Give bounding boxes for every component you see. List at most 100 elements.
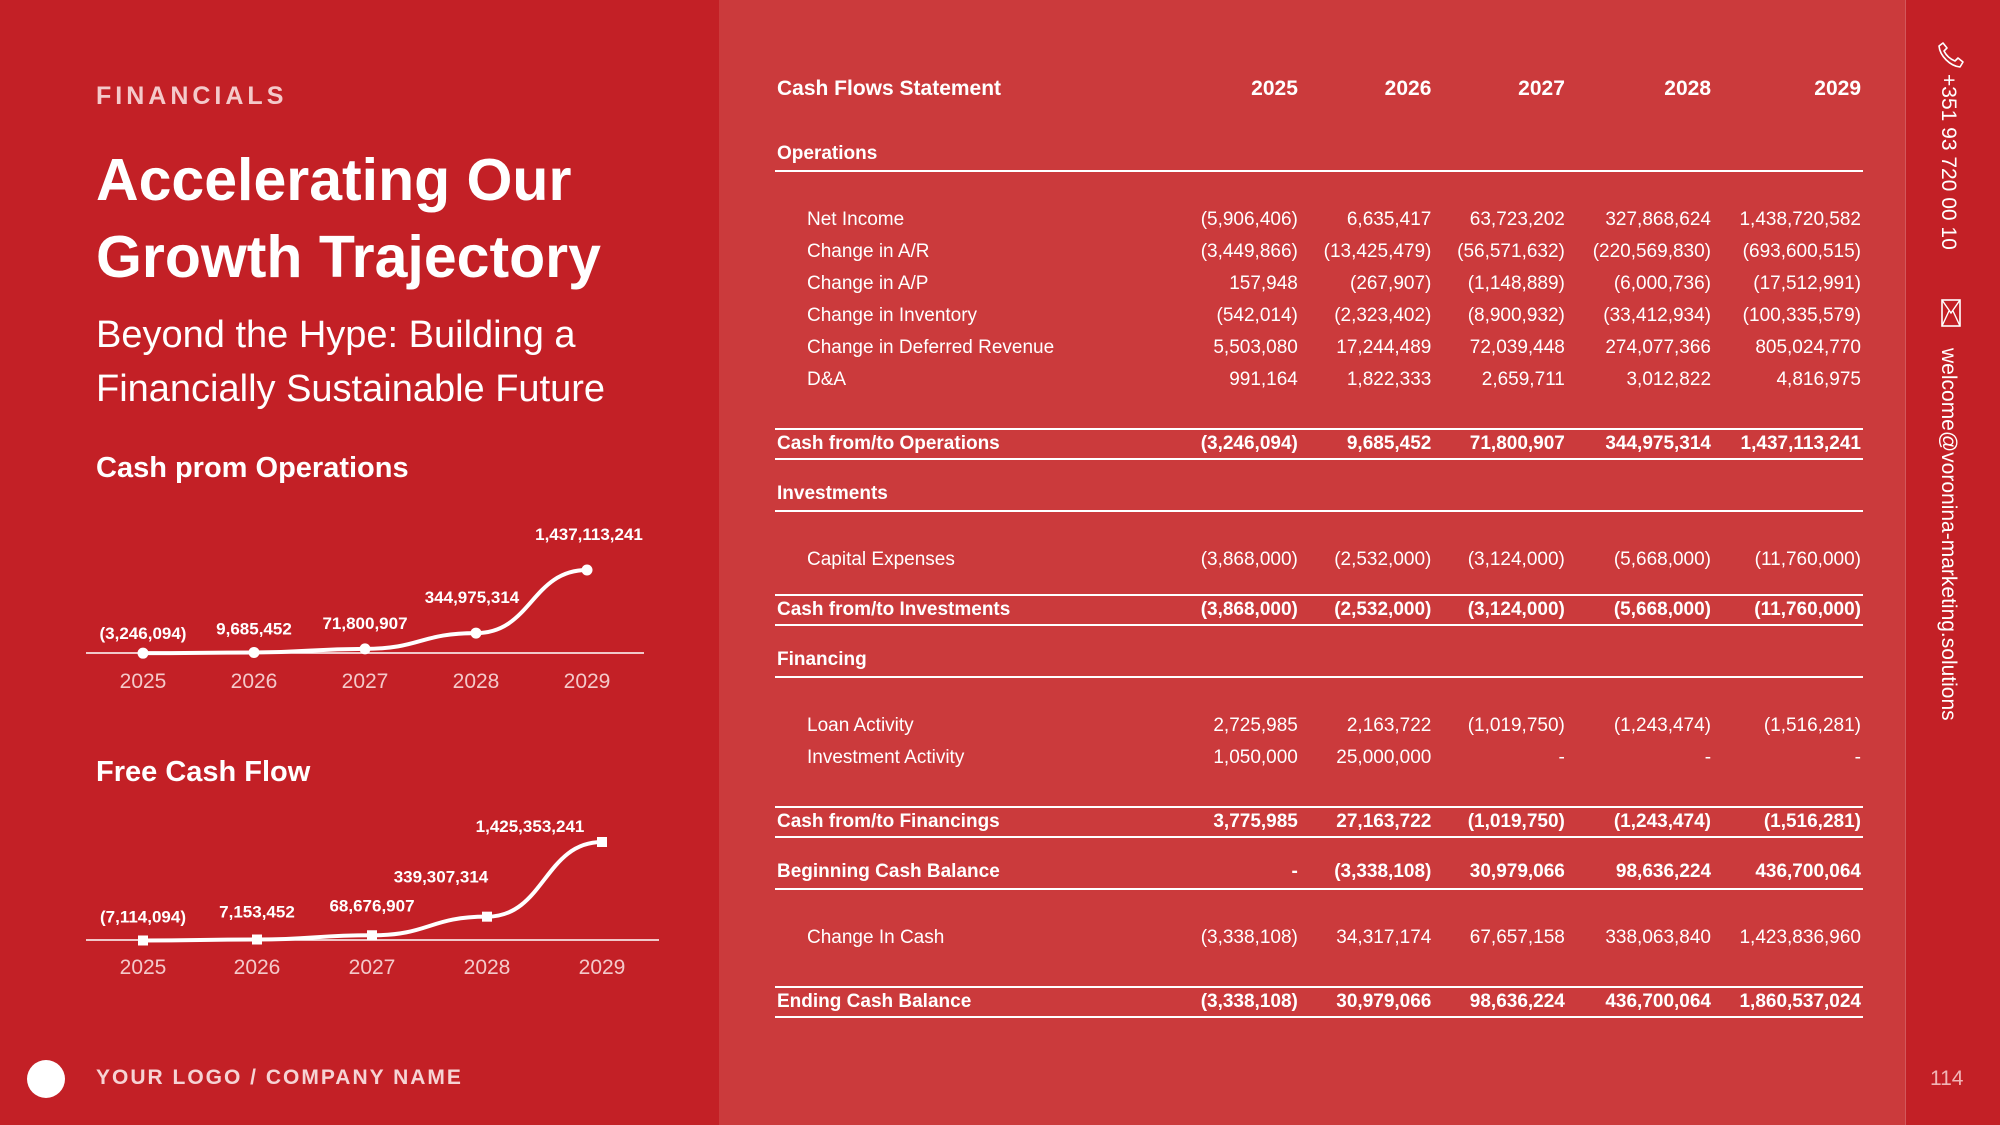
row-value: 27,163,722 [1299, 806, 1434, 838]
data-label: 339,307,314 [394, 868, 489, 887]
row-value: (5,906,406) [1200, 209, 1298, 230]
row-value: (5,668,000) [1566, 594, 1714, 626]
row-value: 344,975,314 [1566, 428, 1714, 460]
chart-title-free-cash-flow: Free Cash Flow [96, 756, 311, 788]
row-value: (1,516,281) [1713, 806, 1863, 838]
section-row: Investments [775, 478, 1863, 512]
row-value: 1,437,113,241 [1713, 428, 1863, 460]
table-row: Change in Deferred Revenue 5,503,080 17,24… [775, 332, 1863, 364]
page-number: 114 [1930, 1067, 1964, 1090]
email-address[interactable]: welcome@voronina-marketing.solutions [1937, 348, 1960, 721]
row-value: (3,868,000) [1200, 549, 1298, 570]
spacer-row [775, 954, 1863, 987]
row-value: 5,503,080 [1213, 337, 1298, 358]
data-label: 1,425,353,241 [476, 817, 585, 836]
year-header: 2026 [1384, 77, 1432, 100]
row-value: (1,019,750) [1467, 715, 1565, 736]
statement-title: Cash Flows Statement [777, 77, 1002, 100]
row-value: (8,900,932) [1467, 305, 1565, 326]
row-value [1433, 644, 1567, 678]
envelope-icon [1941, 299, 1961, 327]
row-value: 1,822,333 [1346, 369, 1432, 390]
data-label: 1,437,113,241 [535, 525, 643, 544]
spacer-cell [775, 459, 1863, 478]
year-header: 2025 [1251, 77, 1298, 100]
year-header: 2028 [1664, 77, 1712, 100]
data-point [597, 837, 607, 847]
total-row: Ending Cash Balance (3,338,108) 30,979,066… [775, 986, 1863, 1018]
row-label: Cash from/to Investments [775, 594, 1179, 626]
spacer-cell [775, 774, 1863, 807]
data-point [470, 627, 482, 639]
row-value: 436,700,064 [1713, 856, 1863, 890]
spacer-cell [775, 396, 1863, 429]
statement-panel [719, 0, 1905, 1125]
table-row: Investment Activity 1,050,000 25,000,000 - -… [775, 742, 1863, 774]
total-row: Cash from/to Operations (3,246,094) 9,685,… [775, 428, 1863, 460]
row-value: 991,164 [1229, 369, 1298, 390]
row-value: - [1854, 747, 1861, 768]
row-value [1299, 138, 1434, 172]
spacer-cell [775, 954, 1863, 987]
table-row: Change in A/P 157,948 (267,907) (1,148,889)… [775, 268, 1863, 300]
spacer-cell [775, 576, 1863, 595]
table-row: Change in A/R (3,449,866) (13,425,479) (56,… [775, 236, 1863, 268]
row-label: Cash from/to Operations [775, 428, 1179, 460]
row-value: 2,659,711 [1481, 369, 1565, 390]
row-value: 805,024,770 [1755, 337, 1861, 358]
row-value: 1,423,836,960 [1739, 927, 1861, 948]
phone-icon [1938, 42, 1964, 68]
spacer-cell [775, 511, 1863, 544]
row-value: (1,019,750) [1433, 806, 1567, 838]
row-value [1713, 478, 1863, 512]
row-label: Operations [775, 138, 1179, 172]
row-label: Financing [775, 644, 1179, 678]
row-value: 67,657,158 [1469, 927, 1565, 948]
row-label: Change in A/P [807, 273, 929, 294]
phone-number[interactable]: +351 93 720 00 10 [1937, 74, 1960, 250]
cash-flows-statement-table: Cash Flows Statement 2025 2026 2027 2028 2029… [775, 72, 1863, 1018]
chart-title-operations: Cash prom Operations [96, 452, 409, 484]
data-point [137, 647, 149, 659]
row-value [1566, 138, 1714, 172]
row-label: Loan Activity [807, 715, 914, 736]
row-value: (2,532,000) [1334, 549, 1432, 570]
table-row: D&A 991,164 1,822,333 2,659,711 3,012,822 4,8… [775, 364, 1863, 396]
company-logo-text: YOUR LOGO / COMPANY NAME [96, 1066, 463, 1089]
contact-sidebar [1905, 0, 2000, 1125]
total-row: Cash from/to Investments (3,868,000) (2,53… [775, 594, 1863, 626]
row-label: Change in Deferred Revenue [807, 337, 1055, 358]
table-row: Change In Cash (3,338,108) 34,317,174 67,65… [775, 922, 1863, 954]
row-value: (3,338,108) [1299, 856, 1434, 890]
page-subtitle: Beyond the Hype: Building a Financially … [96, 314, 606, 410]
row-label: Change In Cash [807, 927, 945, 948]
row-value: 98,636,224 [1566, 856, 1714, 890]
section-row: Operations [775, 138, 1863, 172]
row-value: (3,338,108) [1179, 986, 1300, 1018]
row-label: Ending Cash Balance [775, 986, 1179, 1018]
row-value: (3,338,108) [1200, 927, 1298, 948]
data-label: 7,153,452 [219, 903, 295, 922]
row-value: - [1179, 856, 1300, 890]
spacer-cell [775, 171, 1863, 204]
left-panel: FINANCIALS Accelerating Our Growth Traje… [0, 0, 719, 1125]
row-value: 30,979,066 [1433, 856, 1567, 890]
row-value: 34,317,174 [1336, 927, 1432, 948]
data-point [367, 930, 377, 941]
row-label: Capital Expenses [807, 549, 955, 570]
row-label: Beginning Cash Balance [775, 856, 1179, 890]
x-tick-label: 2028 [464, 956, 511, 979]
row-value: 327,868,624 [1605, 209, 1712, 230]
operations-line-chart: (3,246,094) 2025 9,685,452 2026 71,800,907 20… [86, 525, 644, 693]
spacer-cell [775, 625, 1863, 644]
contact-strip: +351 93 720 00 10 welcome@voronina-marke… [1930, 40, 1970, 800]
row-value [1299, 644, 1434, 678]
data-label: 344,975,314 [425, 588, 520, 607]
row-value [1713, 138, 1863, 172]
data-label: 68,676,907 [329, 896, 414, 915]
data-point [482, 911, 492, 922]
row-value: 436,700,064 [1566, 986, 1714, 1018]
spacer-row [775, 677, 1863, 710]
total-row: Cash from/to Financings 3,775,985 27,163,7… [775, 806, 1863, 838]
x-tick-label: 2026 [231, 670, 278, 693]
